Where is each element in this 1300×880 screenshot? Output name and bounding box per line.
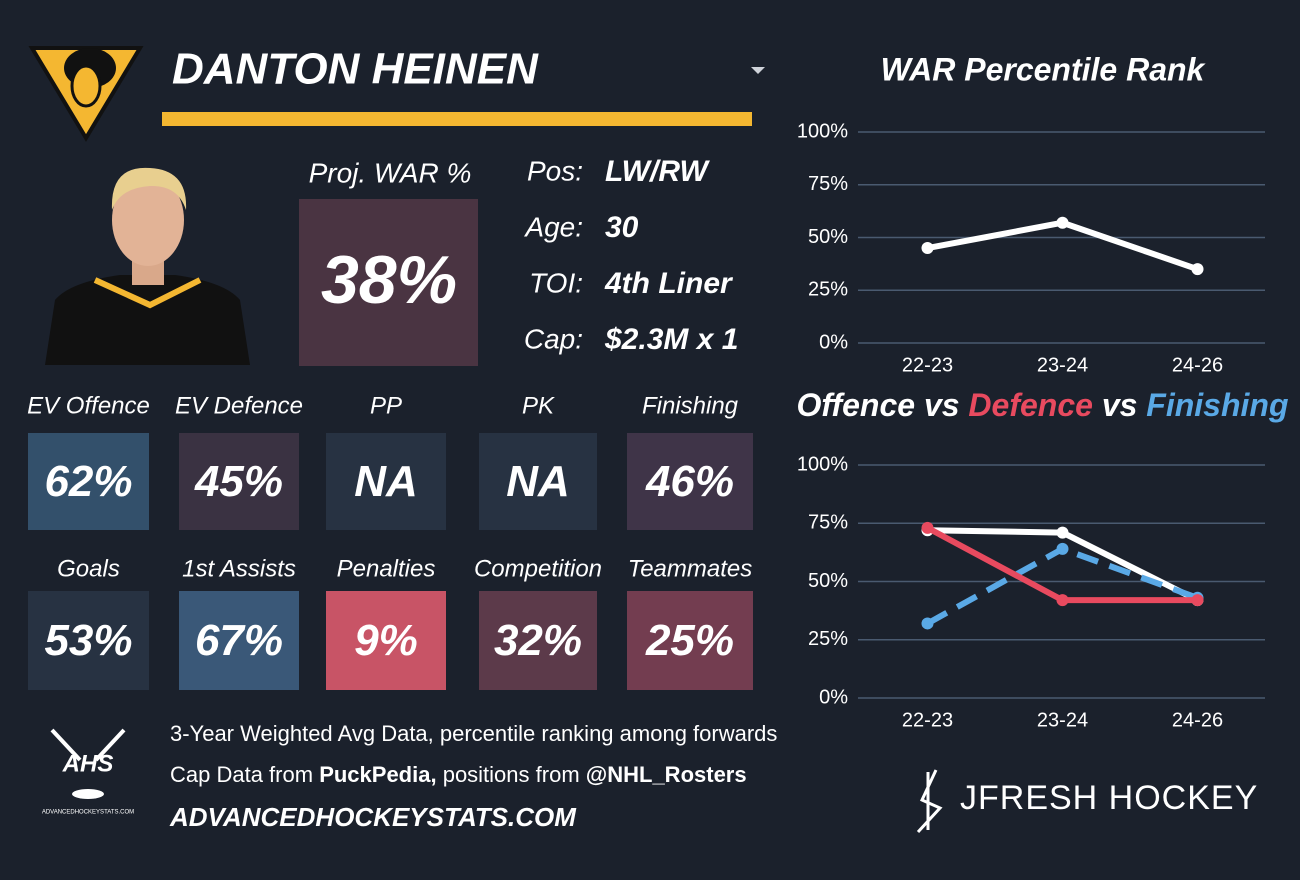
chart-title-part: vs <box>924 387 960 423</box>
footer-link[interactable]: @NHL_Rosters <box>586 762 747 787</box>
ahs-logo-caption: ADVANCEDHOCKEYSTATS.COM <box>42 810 134 816</box>
tile-label: PP <box>370 392 402 419</box>
y-tick-label: 75% <box>808 512 848 534</box>
tile-label: PK <box>522 392 555 419</box>
info-value: 4th Liner <box>604 267 734 300</box>
tile-value: 67% <box>195 616 283 665</box>
chart-title-part: Finishing <box>1146 387 1288 423</box>
y-tick-label: 0% <box>819 686 848 708</box>
charts: WAR Percentile Rank 0% 25% 50% 75% 100% 22-23 2… <box>796 51 1288 731</box>
tile-label: EV Defence <box>175 392 303 419</box>
info-label: Cap: <box>524 323 583 354</box>
footer-line-2: Cap Data from PuckPedia, positions from … <box>170 762 747 787</box>
info-label: TOI: <box>529 267 583 298</box>
tile-label: Competition <box>474 555 602 582</box>
tile-value: 53% <box>44 616 132 665</box>
x-tick-label: 23-24 <box>1037 709 1088 731</box>
y-tick-label: 25% <box>808 279 848 301</box>
tile <box>326 591 446 690</box>
point <box>1056 542 1069 555</box>
info-label: Age: <box>523 211 583 242</box>
point <box>1056 526 1069 539</box>
tile-label: Goals <box>57 555 120 582</box>
info-label: Pos: <box>527 155 583 186</box>
y-tick-label: 50% <box>808 226 848 248</box>
x-tick-label: 22-23 <box>902 354 953 376</box>
tile-value: NA <box>506 457 570 506</box>
chart-title-part: vs <box>1102 387 1138 423</box>
point <box>921 521 934 534</box>
tile <box>179 433 299 530</box>
point <box>1056 594 1069 607</box>
tile-value: 62% <box>44 457 132 506</box>
tile <box>326 433 446 530</box>
ahs-logo-text: AHS <box>62 750 114 777</box>
x-tick-label: 24-26 <box>1172 709 1223 731</box>
y-tick-label: 25% <box>808 628 848 650</box>
tiles: EV Offence 62% EV Defence 45% PP NA PK NA Finish… <box>27 392 753 690</box>
x-tick-label: 22-23 <box>902 709 953 731</box>
tile-value: 25% <box>645 616 734 665</box>
tile-value: 45% <box>194 457 283 506</box>
chart-title-part: Defence <box>968 387 1093 423</box>
tile-value: 32% <box>494 616 582 665</box>
dropdown-arrow[interactable] <box>751 67 765 74</box>
ahs-logo: AHS ADVANCEDHOCKEYSTATS.COM <box>42 728 134 816</box>
footer-text: Cap Data from <box>170 762 313 787</box>
projection-value: 38% <box>321 242 457 318</box>
info-list: Pos: LW/RW Age: 30 TOI: 4th Liner Cap: $2.3M x … <box>523 155 738 356</box>
point <box>921 242 934 255</box>
chart-title: WAR Percentile Rank <box>881 51 1207 87</box>
tile-label: EV Offence <box>27 392 150 419</box>
tile-value: 46% <box>645 457 734 506</box>
y-tick-label: 50% <box>808 570 848 592</box>
name-underline <box>162 112 752 126</box>
footer-site[interactable]: ADVANCEDHOCKEYSTATS.COM <box>169 802 577 832</box>
tile-value: NA <box>354 457 418 506</box>
tile-label: Teammates <box>628 555 753 582</box>
point <box>1056 216 1069 229</box>
info-value: 30 <box>605 211 639 244</box>
chart-title: Offence vs Defence vs Finishing <box>796 387 1288 423</box>
tile <box>627 433 753 530</box>
brand-name: JFRESH HOCKEY <box>960 779 1258 817</box>
footer-line-1: 3-Year Weighted Avg Data, percentile ran… <box>170 721 777 746</box>
player-photo <box>45 167 250 365</box>
point <box>1191 594 1204 607</box>
tile <box>479 591 597 690</box>
projection-box <box>299 199 478 366</box>
tile-label: Penalties <box>337 555 436 582</box>
tile <box>479 433 597 530</box>
player-name: DANTON HEINEN <box>172 45 539 94</box>
footer-link[interactable]: PuckPedia, <box>319 762 436 787</box>
tile-label: 1st Assists <box>182 555 296 582</box>
info-value: $2.3M x 1 <box>604 323 738 356</box>
y-tick-label: 0% <box>819 331 848 353</box>
tile <box>627 591 753 690</box>
footer-text: positions from <box>443 762 580 787</box>
tile-label: Finishing <box>642 392 739 419</box>
point <box>921 617 934 630</box>
tile <box>28 591 149 690</box>
y-tick-label: 75% <box>808 173 848 195</box>
x-tick-label: 24-26 <box>1172 354 1223 376</box>
point <box>1191 263 1204 276</box>
y-tick-label: 100% <box>797 453 848 475</box>
info-value: LW/RW <box>605 155 710 188</box>
projection-label: Proj. WAR % <box>309 157 472 188</box>
tile <box>179 591 299 690</box>
x-tick-label: 23-24 <box>1037 354 1088 376</box>
team-logo <box>28 46 144 142</box>
tile-value: 9% <box>354 616 418 665</box>
tile <box>28 433 149 530</box>
chart-title-part: Offence <box>796 387 915 423</box>
brand-logo: JFRESH HOCKEY <box>916 769 1258 834</box>
y-tick-label: 100% <box>797 120 848 142</box>
